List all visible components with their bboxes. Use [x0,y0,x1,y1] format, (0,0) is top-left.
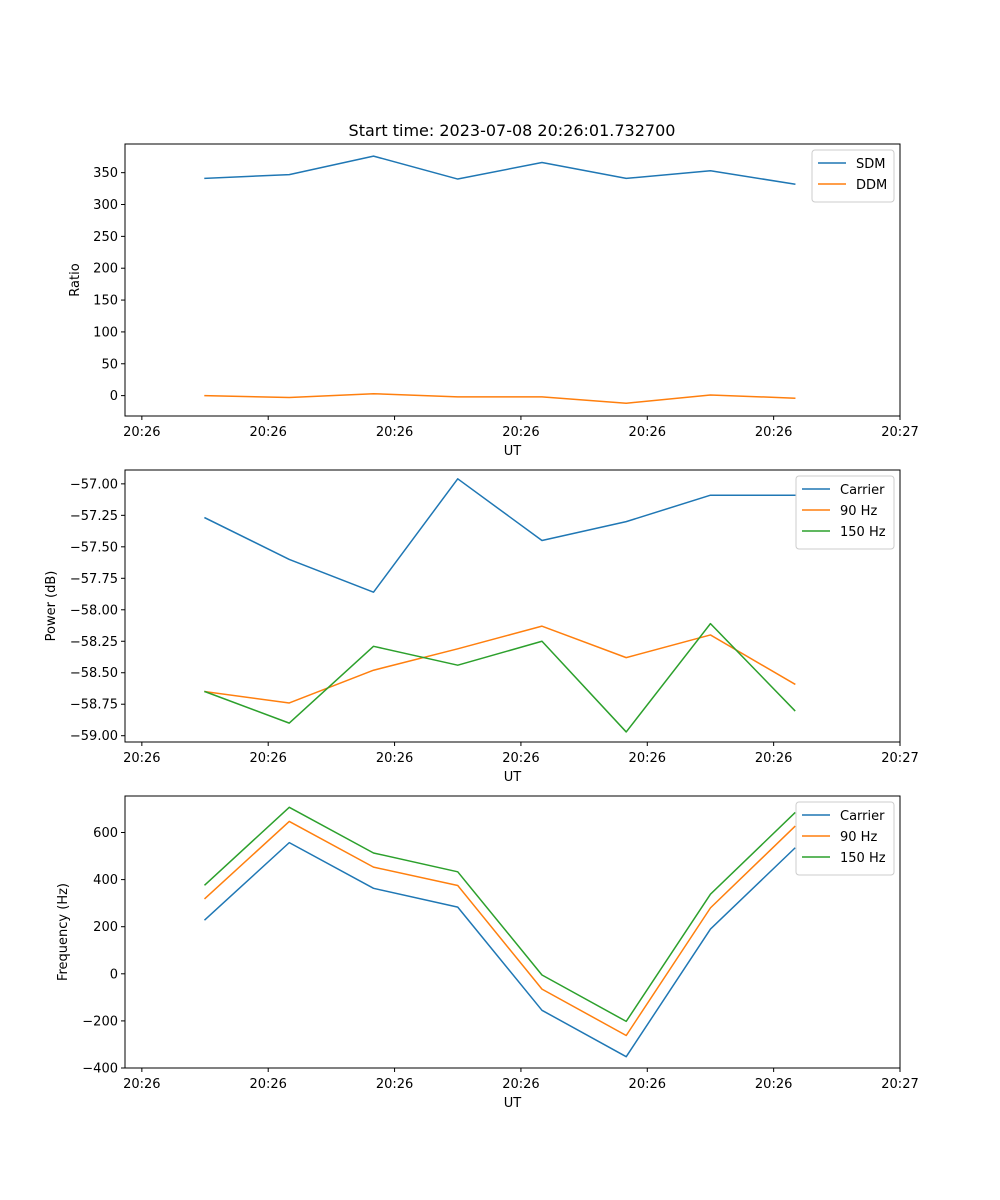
x-axis-label: UT [504,1096,522,1111]
y-tick-label: 400 [93,873,118,888]
y-tick-label: 100 [93,325,118,340]
series-line-ddm [204,392,796,405]
x-tick-label: 20:26 [376,425,413,440]
x-tick-label: 20:26 [123,1077,160,1092]
x-tick-label: 20:26 [249,751,286,766]
y-tick-label: 300 [93,198,118,213]
x-tick-label: 20:26 [629,425,666,440]
x-tick-label: 20:26 [755,751,792,766]
y-tick-label: 150 [93,294,118,309]
y-tick-label: −58.25 [70,635,118,650]
series-line-carrier [204,478,796,593]
y-tick-label: −57.75 [70,572,118,587]
y-tick-label: −400 [82,1062,118,1077]
legend: Carrier 90 Hz 150 Hz [795,475,895,550]
panels: 20:26 20:26 20:26 20:26 20:26 20:26 20:27 0 50 10… [44,143,919,1111]
legend: SDM DDM [811,149,895,203]
y-tick-label: 200 [93,920,118,935]
series-line-90-hz [203,820,796,1037]
chart-title: Start time: 2023-07-08 20:26:01.732700 [349,121,676,140]
x-tick-label: 20:26 [755,1077,792,1092]
y-tick-label: −58.75 [70,698,118,713]
y-axis-label: Power (dB) [44,571,59,642]
series-line-sdm [204,155,796,185]
series-line-90-hz [204,625,796,704]
legend-entry: 150 Hz [840,851,886,866]
y-tick-label: 350 [93,166,118,181]
y-axis-label: Frequency (Hz) [56,883,71,981]
x-tick-label: 20:26 [502,1077,539,1092]
y-tick-label: −59.00 [70,729,118,744]
y-tick-label: 0 [110,389,118,404]
y-tick-label: 250 [93,230,118,245]
y-tick-label: −57.00 [70,477,118,492]
x-tick-label: 20:26 [123,425,160,440]
x-tick-label: 20:26 [376,1077,413,1092]
x-tick-label: 20:26 [249,1077,286,1092]
x-tick-label: 20:27 [881,1077,918,1092]
x-tick-label: 20:26 [502,425,539,440]
x-tick-label: 20:26 [755,425,792,440]
panel-1: 20:26 20:26 20:26 20:26 20:26 20:26 20:27 0 50 10… [68,143,919,459]
y-tick-label: 50 [101,357,118,372]
series-line-150-hz [203,806,796,1023]
axes-frame [124,143,901,417]
x-tick-label: 20:26 [376,751,413,766]
y-tick-label: −57.25 [70,509,118,524]
x-tick-label: 20:26 [123,751,160,766]
y-axis-label: Ratio [68,263,83,296]
series-line-carrier [203,841,796,1058]
legend: Carrier 90 Hz 150 Hz [795,801,895,876]
y-tick-label: −200 [82,1014,118,1029]
y-tick-label: 0 [110,967,118,982]
x-tick-label: 20:26 [249,425,286,440]
x-tick-label: 20:26 [629,751,666,766]
legend-entry: Carrier [840,483,885,498]
x-axis-label: UT [504,444,522,459]
axes-frame [124,469,901,743]
legend-entry: 90 Hz [840,830,877,845]
x-tick-label: 20:26 [502,751,539,766]
axes-frame [124,795,901,1069]
panel-2: 20:26 20:26 20:26 20:26 20:26 20:26 20:27 −59.0… [44,469,919,785]
x-tick-label: 20:26 [629,1077,666,1092]
x-tick-label: 20:27 [881,425,918,440]
y-tick-label: −57.50 [70,540,118,555]
y-tick-label: 200 [93,262,118,277]
legend-entry: 90 Hz [840,504,877,519]
panel-3: 20:26 20:26 20:26 20:26 20:26 20:26 20:27 −400 −… [56,795,919,1111]
x-axis-label: UT [504,770,522,785]
legend-entry: DDM [856,178,887,193]
y-tick-label: 600 [93,826,118,841]
y-tick-label: −58.00 [70,603,118,618]
series-line-150-hz [204,622,796,733]
legend-entry: Carrier [840,809,885,824]
y-tick-label: −58.50 [70,666,118,681]
legend-entry: SDM [856,157,885,172]
x-tick-label: 20:27 [881,751,918,766]
legend-entry: 150 Hz [840,525,886,540]
